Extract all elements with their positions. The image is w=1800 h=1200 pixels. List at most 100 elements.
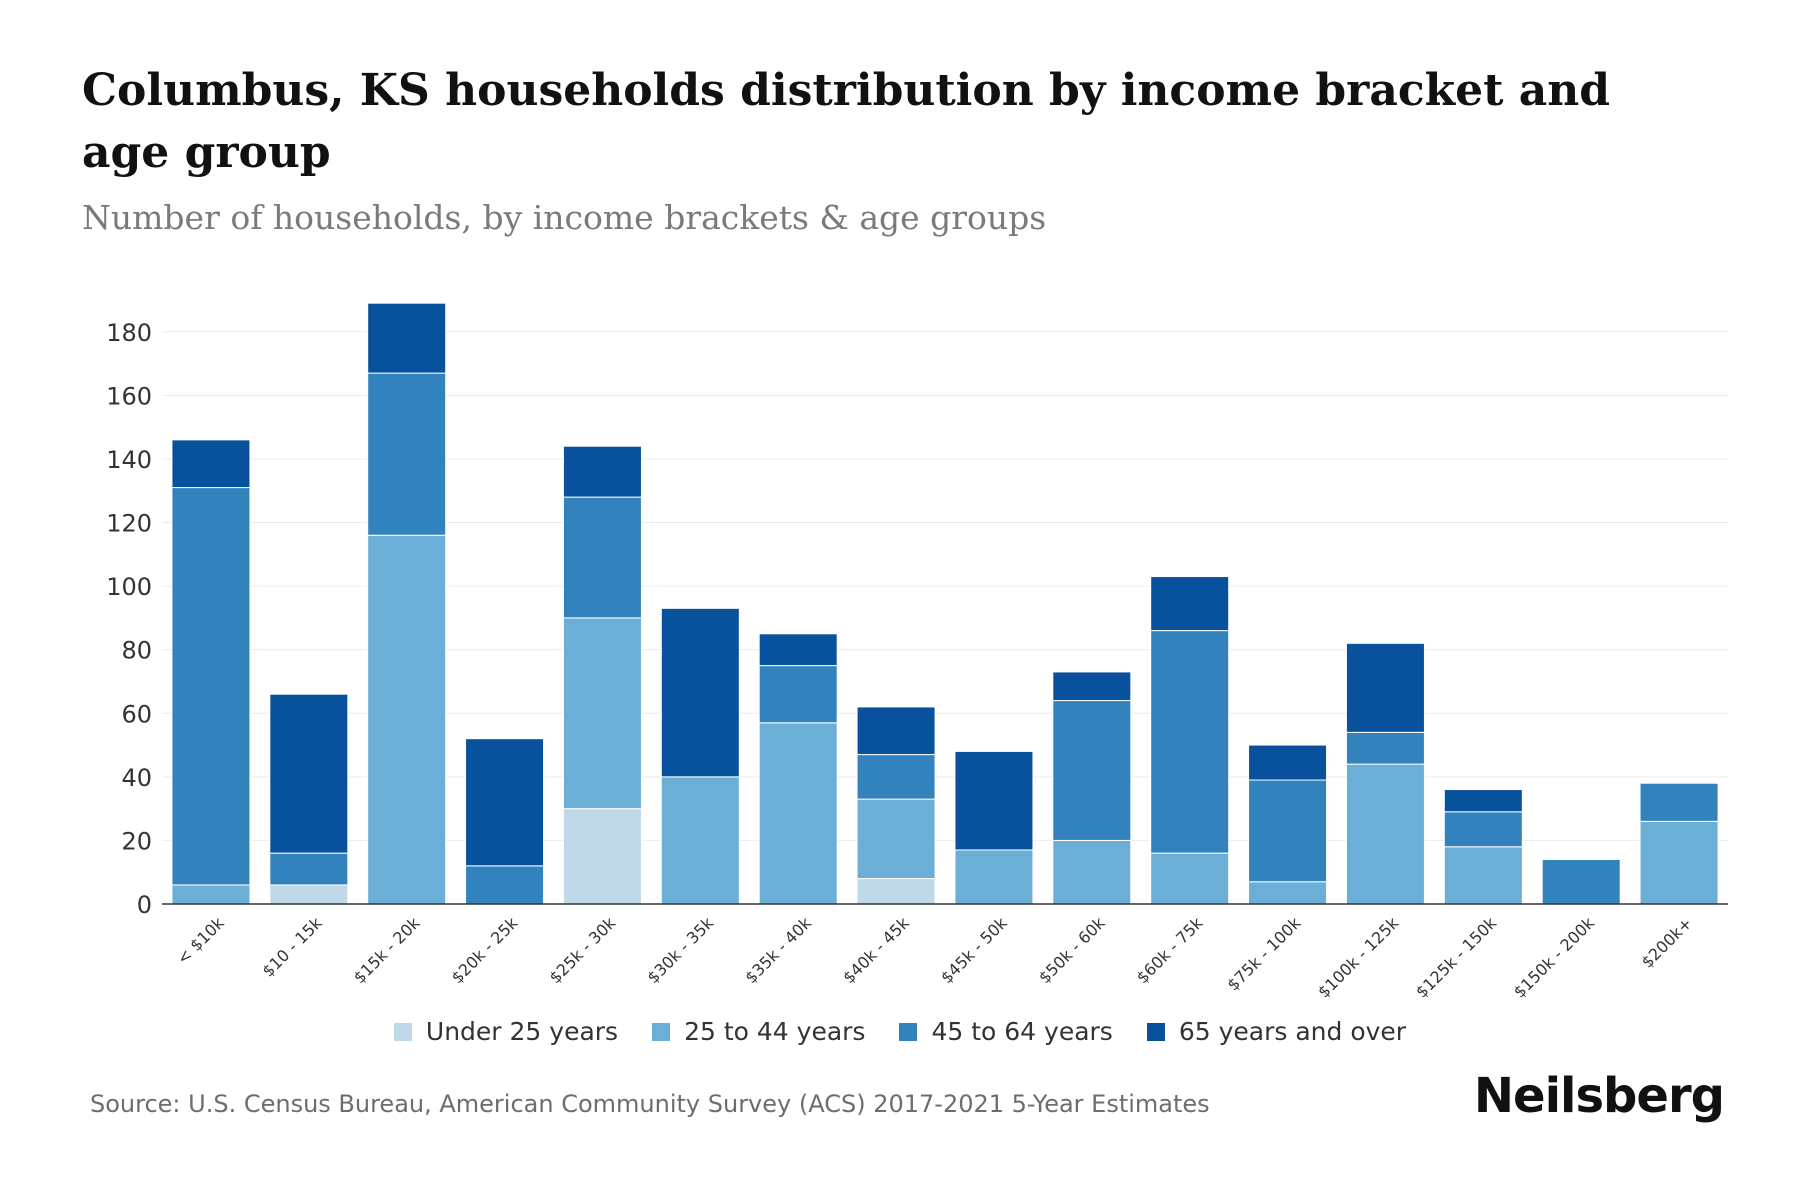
stacked-bar-chart: 0 20 40 60 80 100 120 140 160 180 < $10k $10 - 15k…: [106, 302, 1728, 1000]
bar-segment: [1150, 630, 1230, 854]
bar-segment: [562, 808, 642, 905]
bar-segment: [269, 884, 349, 905]
bar-segment: [562, 496, 642, 619]
x-tick-label: < $10k: [173, 913, 228, 968]
bar-stack: [758, 633, 838, 905]
bar-segment: [856, 706, 936, 756]
bar-segment: [171, 884, 251, 905]
bar-segment: [465, 865, 545, 905]
bar-stack: [1052, 671, 1132, 905]
bars: [171, 302, 1719, 905]
bar-stack: [1443, 789, 1523, 905]
x-tick-label: $15k - 20k: [350, 913, 424, 987]
legend-label: 65 years and over: [1178, 1017, 1407, 1046]
bar-segment: [1052, 671, 1132, 702]
bar-segment: [1248, 779, 1328, 883]
x-tick-label: $10 - 15k: [258, 913, 326, 981]
bar-segment: [954, 849, 1034, 905]
y-tick-label: 160: [106, 382, 152, 410]
bar-segment: [1345, 763, 1425, 905]
bar-segment: [367, 534, 447, 905]
bar-segment: [269, 852, 349, 886]
x-tick-label: $200k+: [1638, 913, 1696, 971]
bar-segment: [1248, 744, 1328, 781]
bar-stack: [660, 607, 740, 905]
bar-segment: [1639, 820, 1719, 905]
legend-swatch: [899, 1022, 918, 1041]
bar-segment: [856, 878, 936, 905]
y-tick-label: 0: [137, 891, 152, 919]
chart-title: Columbus, KS households distribution by …: [82, 65, 1611, 178]
legend-swatch: [1146, 1022, 1165, 1041]
bar-stack: [367, 302, 447, 905]
brand-logo: Neilsberg: [1473, 1068, 1725, 1124]
legend-label: 25 to 44 years: [684, 1017, 866, 1046]
chart-subtitle: Number of households, by income brackets…: [82, 198, 1047, 237]
legend-swatch: [652, 1022, 671, 1041]
bar-segment: [1639, 782, 1719, 822]
bar-segment: [367, 302, 447, 374]
legend: Under 25 years 25 to 44 years 45 to 64 yea…: [0, 1017, 1800, 1046]
bar-stack: [1248, 744, 1328, 905]
legend-item: 45 to 64 years: [899, 1017, 1113, 1046]
bar-segment: [1443, 789, 1523, 813]
bar-stack: [856, 706, 936, 905]
bar-segment: [562, 445, 642, 498]
bar-stack: [269, 693, 349, 905]
legend-label: 45 to 64 years: [931, 1017, 1113, 1046]
bar-segment: [1345, 642, 1425, 733]
y-tick-label: 80: [121, 637, 152, 665]
bar-segment: [758, 665, 838, 724]
bar-segment: [1248, 881, 1328, 905]
bar-segment: [1443, 811, 1523, 848]
bar-segment: [660, 607, 740, 778]
x-tick-label: $150k - 200k: [1510, 913, 1599, 1000]
x-tick-label: $20k - 25k: [448, 913, 522, 987]
bar-stack: [1639, 782, 1719, 905]
bar-stack: [1345, 642, 1425, 905]
bar-segment: [856, 754, 936, 800]
bar-stack: [1150, 576, 1230, 905]
x-axis-ticks: < $10k $10 - 15k $15k - 20k $20k - 25k $25k …: [173, 913, 1696, 1000]
x-tick-label: $75k - 100k: [1223, 913, 1305, 995]
bar-stack: [171, 439, 251, 905]
x-tick-label: $40k - 45k: [839, 913, 913, 987]
y-tick-label: 120: [106, 510, 152, 538]
y-tick-label: 100: [106, 573, 152, 601]
x-tick-label: $45k - 50k: [937, 913, 1011, 987]
x-tick-label: $50k - 60k: [1035, 913, 1109, 987]
bar-segment: [269, 693, 349, 854]
source-note: Source: U.S. Census Bureau, American Com…: [90, 1090, 1210, 1118]
bar-segment: [1052, 839, 1132, 905]
bar-segment: [660, 776, 740, 905]
bar-stack: [1541, 858, 1621, 905]
bar-segment: [1052, 700, 1132, 841]
bar-segment: [562, 617, 642, 810]
x-tick-label: $100k - 125k: [1314, 913, 1403, 1000]
bar-segment: [171, 439, 251, 489]
legend-item: 25 to 44 years: [652, 1017, 865, 1046]
y-tick-label: 60: [121, 700, 152, 728]
bar-segment: [1150, 576, 1230, 632]
bar-segment: [758, 633, 838, 667]
y-tick-label: 180: [106, 319, 152, 347]
bar-segment: [1443, 846, 1523, 905]
bar-segment: [856, 798, 936, 880]
bar-segment: [1541, 858, 1621, 905]
x-tick-label: $30k - 35k: [643, 913, 717, 987]
y-tick-label: 40: [121, 764, 152, 792]
bar-segment: [758, 722, 838, 905]
legend-item: Under 25 years: [393, 1017, 619, 1046]
y-axis-ticks: 0 20 40 60 80 100 120 140 160 180: [106, 319, 152, 919]
x-tick-label: $125k - 150k: [1412, 913, 1501, 1000]
bar-segment: [465, 738, 545, 867]
legend-label: Under 25 years: [425, 1017, 619, 1046]
bar-segment: [1150, 852, 1230, 905]
bar-stack: [465, 738, 545, 905]
x-tick-label: $60k - 75k: [1133, 913, 1207, 987]
y-tick-label: 140: [106, 446, 152, 474]
bar-stack: [562, 445, 642, 905]
legend-swatch: [393, 1022, 412, 1041]
y-tick-label: 20: [121, 827, 152, 855]
bar-segment: [1345, 731, 1425, 765]
